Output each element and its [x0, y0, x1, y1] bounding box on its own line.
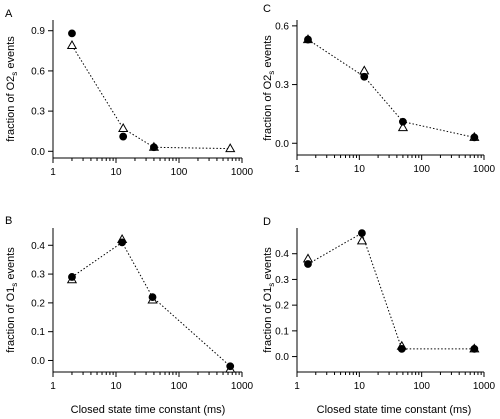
y-axis-title: fraction of O2s events: [5, 36, 19, 142]
data-point-filled-circle: [358, 229, 366, 238]
data-point-open-triangle: [118, 122, 129, 132]
series-line: [71, 241, 231, 367]
panel-c: C 1 10 100 1000 0.0 0.3 0.6 fraction of O2s even…: [262, 3, 496, 175]
y-axis-title-suffix: events: [262, 35, 274, 71]
x-axis-title: Closed state time constant (ms): [317, 404, 472, 416]
x-tick-label: 1: [294, 164, 300, 175]
x-tick-label: 1000: [231, 381, 254, 392]
y-axis-title-subscript: s: [10, 72, 19, 76]
data-point-filled-circle: [304, 35, 312, 44]
y-axis-title-suffix: events: [5, 36, 17, 72]
data-point-filled-circle: [148, 293, 157, 302]
x-tick-label: 100: [413, 381, 430, 392]
x-tick-label: 10: [354, 164, 366, 175]
x-tick-label: 10: [110, 381, 122, 392]
x-tick-label: 1000: [473, 381, 496, 392]
x-tick-label: 100: [413, 164, 430, 175]
y-tick-label: 0.3: [31, 107, 45, 118]
y-axis-title-subscript: s: [267, 71, 276, 75]
data-point-filled-circle: [399, 117, 407, 126]
x-axis-title: Closed state time constant (ms): [71, 404, 226, 416]
y-axis-title-main: fraction of O1: [5, 287, 17, 353]
y-tick-label: 0.0: [31, 147, 45, 158]
y-axis-title-main: fraction of O2: [262, 75, 274, 141]
data-point-filled-circle: [226, 362, 235, 371]
data-point-open-triangle: [66, 39, 78, 49]
y-tick-label: 0.3: [275, 275, 289, 286]
y-tick-label: 0.2: [275, 301, 289, 312]
x-tick-label: 100: [171, 381, 188, 392]
x-tick-label: 10: [354, 381, 366, 392]
y-tick-label: 0.4: [275, 249, 289, 260]
y-axis-title-subscript: s: [267, 283, 276, 287]
data-point-open-triangle: [356, 235, 368, 245]
data-point-filled-circle: [68, 273, 76, 281]
y-tick-label: 0.3: [275, 80, 289, 91]
panel-letter: A: [5, 8, 13, 20]
data-point-filled-circle: [68, 29, 76, 38]
y-tick-label: 0.0: [31, 356, 45, 367]
y-tick-label: 0.0: [275, 139, 289, 150]
panel-letter: B: [5, 215, 12, 227]
data-point-open-triangle: [225, 143, 236, 153]
y-tick-label: 0.0: [275, 352, 289, 363]
data-point-open-triangle: [359, 65, 370, 75]
data-point-filled-circle: [470, 344, 479, 353]
panel-a: A 1 10 100 1000 0.0 0.3 0.6 0.9 fraction of O2s e…: [5, 8, 254, 178]
y-axis-title: fraction of O1s events: [262, 247, 276, 353]
data-point-filled-circle: [150, 143, 158, 152]
y-tick-label: 0.1: [31, 327, 45, 338]
x-tick-label: 1: [294, 381, 300, 392]
y-axis-title: fraction of O2s events: [262, 35, 276, 141]
y-tick-label: 0.4: [31, 241, 45, 252]
x-tick-label: 1: [50, 167, 56, 178]
data-point-open-triangle: [397, 122, 409, 132]
data-point-filled-circle: [119, 132, 128, 141]
y-tick-label: 0.6: [275, 21, 289, 32]
data-point-filled-circle: [360, 72, 369, 81]
data-point-filled-circle: [470, 133, 479, 142]
y-axis-title-suffix: events: [5, 247, 17, 283]
x-tick-label: 1: [50, 381, 56, 392]
x-tick-label: 100: [171, 167, 188, 178]
y-tick-label: 0.1: [275, 326, 289, 337]
y-tick-label: 0.2: [31, 298, 45, 309]
y-axis-title-main: fraction of O1: [262, 287, 274, 353]
series-line: [71, 45, 231, 150]
y-tick-label: 0.6: [31, 66, 45, 77]
data-point-filled-circle: [397, 344, 406, 353]
y-tick-label: 0.3: [31, 270, 45, 281]
x-tick-label: 1000: [473, 164, 496, 175]
series-line: [307, 39, 475, 138]
y-tick-label: 0.9: [31, 26, 45, 37]
series-line: [307, 232, 475, 350]
panel-letter: C: [263, 3, 271, 15]
panel-letter: D: [263, 216, 271, 228]
y-axis-title-main: fraction of O2: [5, 76, 17, 142]
x-tick-label: 10: [110, 167, 122, 178]
data-point-filled-circle: [304, 260, 312, 268]
x-tick-label: 1000: [231, 167, 254, 178]
panel-b: B 1 10 100 1000 0.0 0.1 0.2 0.3 0.4 fraction of O1…: [5, 215, 254, 416]
y-axis-title-subscript: s: [10, 283, 19, 287]
y-axis-title-suffix: events: [262, 247, 274, 283]
data-point-filled-circle: [118, 238, 127, 247]
y-axis-title: fraction of O1s events: [5, 247, 19, 353]
